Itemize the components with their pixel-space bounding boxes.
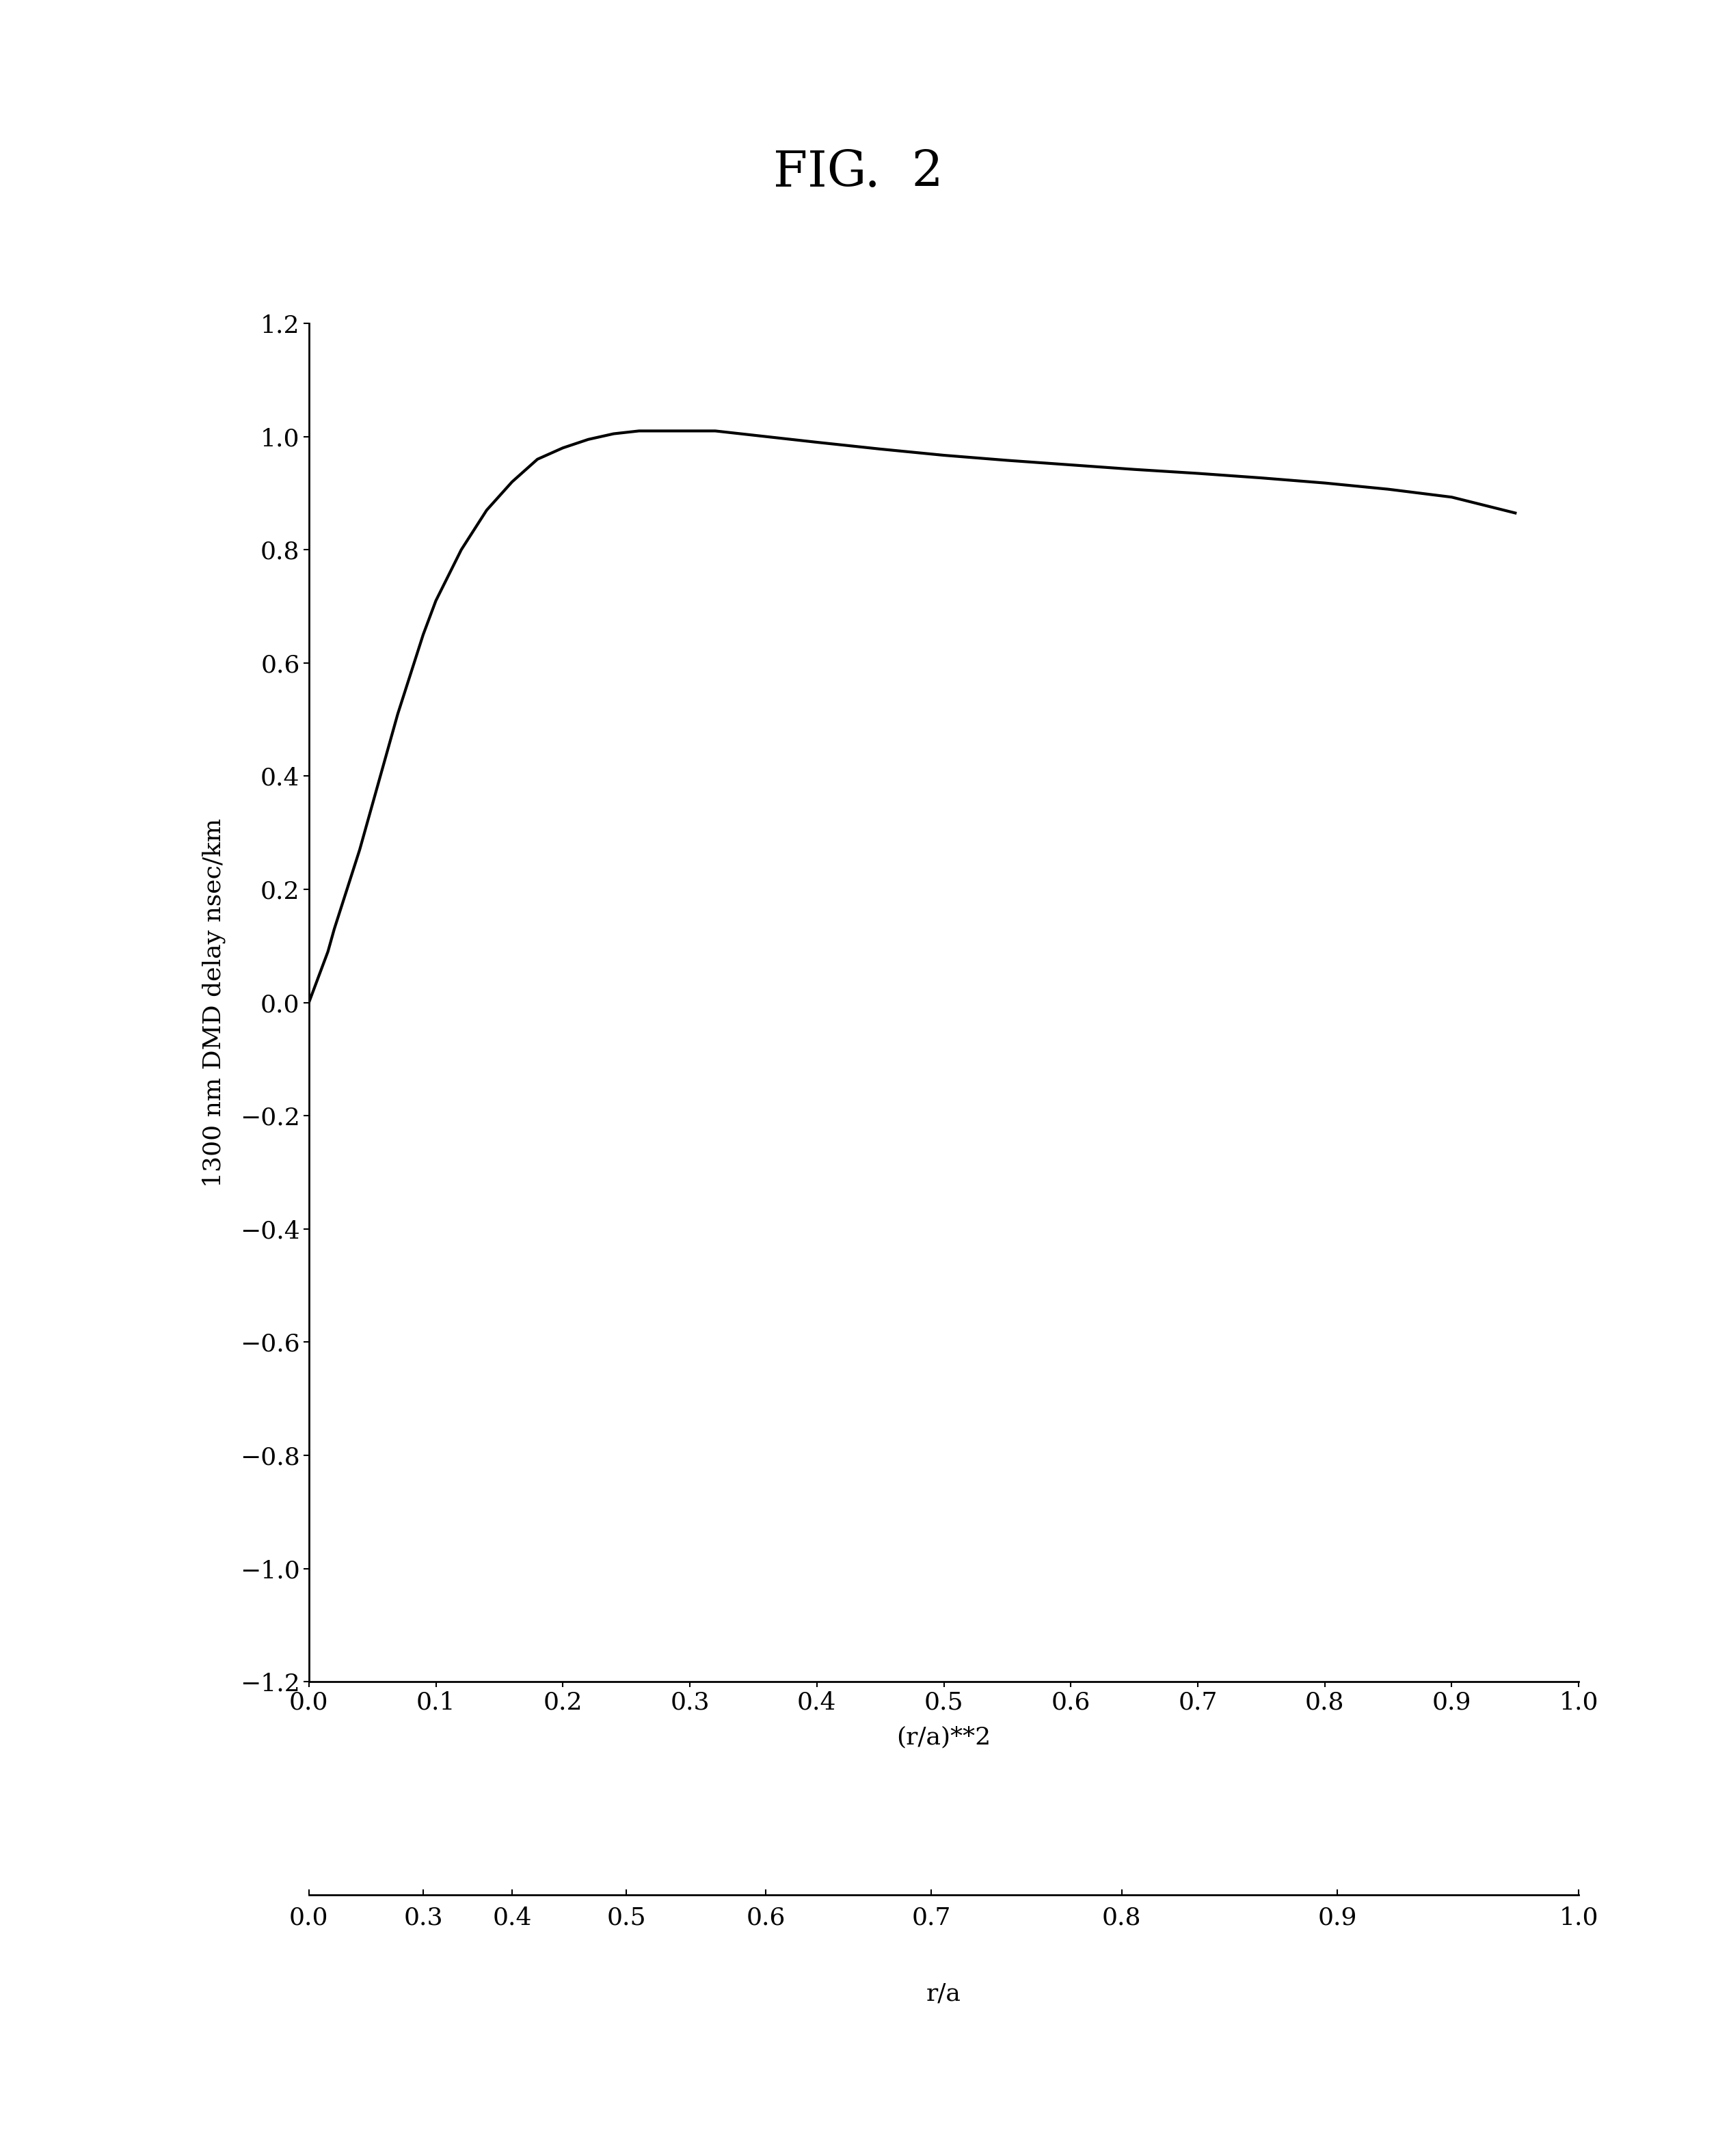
Y-axis label: 1300 nm DMD delay nsec/km: 1300 nm DMD delay nsec/km [202, 817, 225, 1188]
Text: FIG.  2: FIG. 2 [772, 149, 944, 196]
X-axis label: (r/a)**2: (r/a)**2 [896, 1725, 992, 1749]
X-axis label: r/a: r/a [927, 1981, 961, 2005]
